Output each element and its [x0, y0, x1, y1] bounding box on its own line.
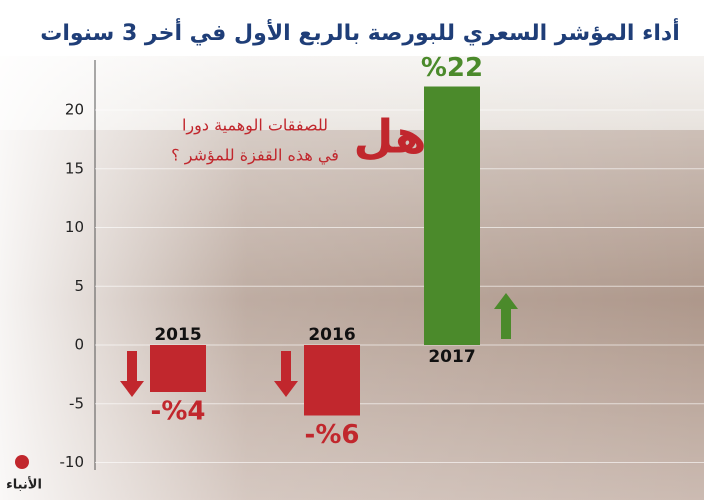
y-tick-label: 20	[65, 101, 84, 119]
bar	[150, 345, 206, 392]
arrow	[120, 351, 144, 397]
chart-title: أداء المؤشر السعري للبورصة بالربع الأول …	[40, 17, 680, 46]
x-tick-label: 2017	[428, 347, 475, 367]
bar	[304, 345, 360, 416]
arrow	[494, 293, 518, 339]
x-tick-label: 2015	[154, 325, 201, 345]
annotation-line: في هذه القفزة للمؤشر ؟	[171, 146, 339, 166]
y-tick-label: 15	[65, 159, 84, 177]
y-tick-label: -10	[60, 453, 85, 471]
bar	[424, 86, 480, 345]
value-label: %22	[421, 53, 483, 83]
title-band	[0, 0, 704, 56]
y-tick-label: 0	[74, 336, 84, 354]
value-label: -%6	[305, 420, 360, 450]
y-tick-label: 5	[74, 277, 84, 295]
logo: الأنباء	[6, 476, 42, 493]
y-tick-label: 10	[65, 218, 84, 236]
y-tick-label: -5	[69, 394, 84, 412]
annotation-big: هل	[354, 110, 427, 164]
annotation-line: للصفقات الوهمية دورا	[182, 116, 328, 136]
logo-icon	[15, 455, 29, 469]
x-tick-label: 2016	[308, 325, 355, 345]
value-label: -%4	[151, 397, 206, 427]
arrow	[274, 351, 298, 397]
